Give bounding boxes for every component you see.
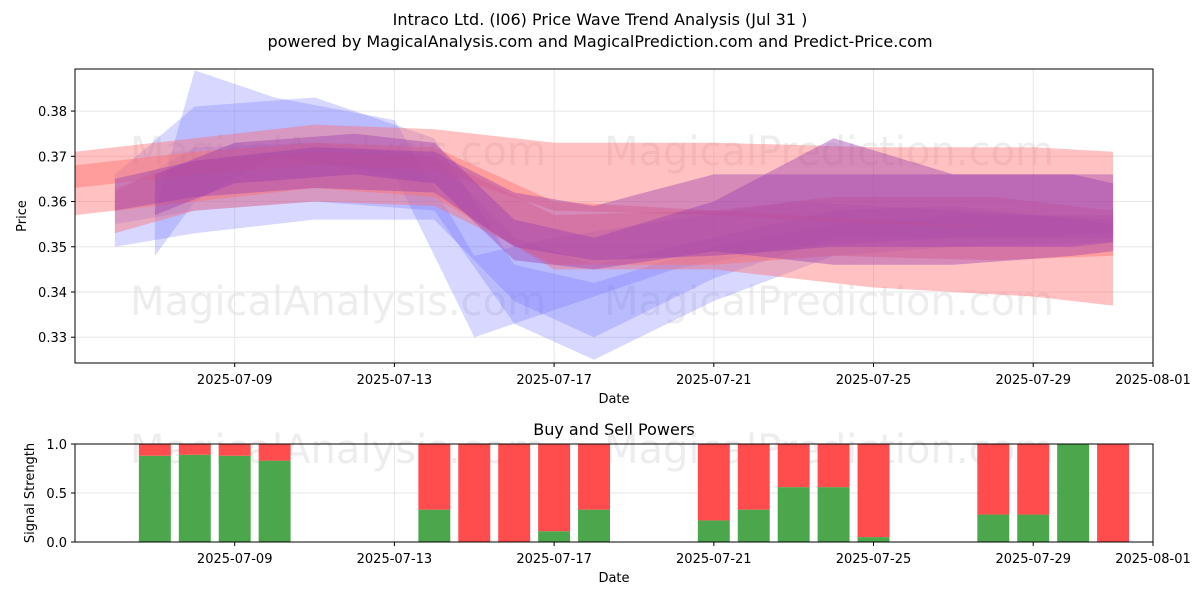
sell-power-bar [1097,444,1130,542]
buy-power-bar [418,509,451,542]
signal-x-tick-label: 2025-07-13 [357,552,433,567]
sell-power-bar [857,444,890,538]
signal-bars [138,444,1130,542]
sell-power-bar [737,444,770,510]
sell-power-bar [138,444,171,456]
blue-trend-band [114,142,1114,338]
sell-power-bar [258,444,291,461]
sell-power-bar [498,444,531,542]
buy-power-bar [817,487,850,542]
price-y-axis-label: Price [15,200,30,232]
buy-power-bar [857,537,890,542]
signal-x-tick-label: 2025-07-25 [836,552,912,567]
buy-power-bar [737,509,770,542]
price-watermark-3: MagicalAnalysis.com [130,279,546,325]
red-trend-band [114,151,1114,265]
price-axes: 2025-07-09 2025-07-13 2025-07-17 2025-07-21… [38,105,1191,388]
price-x-tick-label: 2025-07-29 [995,373,1071,388]
buy-power-bar [697,520,730,542]
buy-power-bar [178,454,211,542]
buy-power-bar [138,455,171,542]
price-y-tick-label: 0.37 [38,150,67,165]
signal-x-tick-label: 2025-07-29 [995,552,1071,567]
price-y-tick-label: 0.38 [38,105,67,120]
red-trend-band [75,124,1114,238]
blue-trend-band [154,70,1114,338]
chart-title: Intraco Ltd. (I06) Price Wave Trend Anal… [393,10,808,29]
buy-power-bar [777,487,810,542]
signal-y-tick-label: 0.5 [46,487,67,502]
buy-power-bar [538,531,571,542]
price-watermark-2: MagicalPrediction.com [604,129,1054,175]
price-x-tick-label: 2025-07-25 [836,373,912,388]
buy-power-bar [258,460,291,542]
price-x-axis-label: Date [598,392,629,407]
sell-power-bar [458,444,491,542]
buy-power-bar [218,455,251,542]
buy-power-bar [578,509,611,542]
signal-chart-title: Buy and Sell Powers [533,420,695,439]
buy-power-bar [977,514,1010,542]
price-grid [75,69,1154,363]
price-bands [75,70,1114,360]
sell-power-bar [777,444,810,488]
sell-power-bar [538,444,571,532]
price-y-tick-label: 0.36 [38,196,67,211]
buy-power-bar [1017,514,1050,542]
sell-power-bar [817,444,850,488]
red-trend-band [75,142,1114,306]
price-watermark-1: MagicalAnalysis.com [130,129,546,175]
price-x-tick-label: 2025-07-13 [357,373,433,388]
price-watermark-4: MagicalPrediction.com [604,279,1054,325]
signal-y-tick-label: 0.0 [46,536,67,551]
buy-power-bar [1057,444,1090,542]
price-x-tick-label: 2025-07-17 [516,373,592,388]
price-x-tick-label: 2025-07-21 [676,373,752,388]
sell-power-bar [218,444,251,456]
price-x-tick-label: 2025-08-01 [1115,373,1191,388]
price-y-tick-label: 0.35 [38,241,67,256]
chart-subtitle: powered by MagicalAnalysis.com and Magic… [267,32,932,51]
price-y-tick-label: 0.33 [38,331,67,346]
sell-power-bar [178,444,211,455]
price-x-tick-label: 2025-07-09 [197,373,273,388]
sell-power-bar [418,444,451,510]
signal-x-tick-label: 2025-08-01 [1115,552,1191,567]
price-plot-frame [74,68,1154,364]
signal-x-tick-label: 2025-07-09 [197,552,273,567]
signal-x-tick-label: 2025-07-17 [516,552,592,567]
purple-trend-band [154,133,1114,270]
blue-trend-band [114,97,1114,360]
signal-y-tick-label: 1.0 [46,438,67,453]
sell-power-bar [697,444,730,521]
price-y-tick-label: 0.34 [38,286,67,301]
sell-power-bar [578,444,611,510]
signal-x-axis-label: Date [598,571,629,586]
signal-y-axis-label: Signal Strength [23,443,38,543]
sell-power-bar [977,444,1010,515]
signal-x-tick-label: 2025-07-21 [676,552,752,567]
signal-axes: 2025-07-09 2025-07-13 2025-07-17 2025-07-21… [46,438,1190,567]
sell-power-bar [1017,444,1050,515]
purple-trend-band [114,147,1114,261]
